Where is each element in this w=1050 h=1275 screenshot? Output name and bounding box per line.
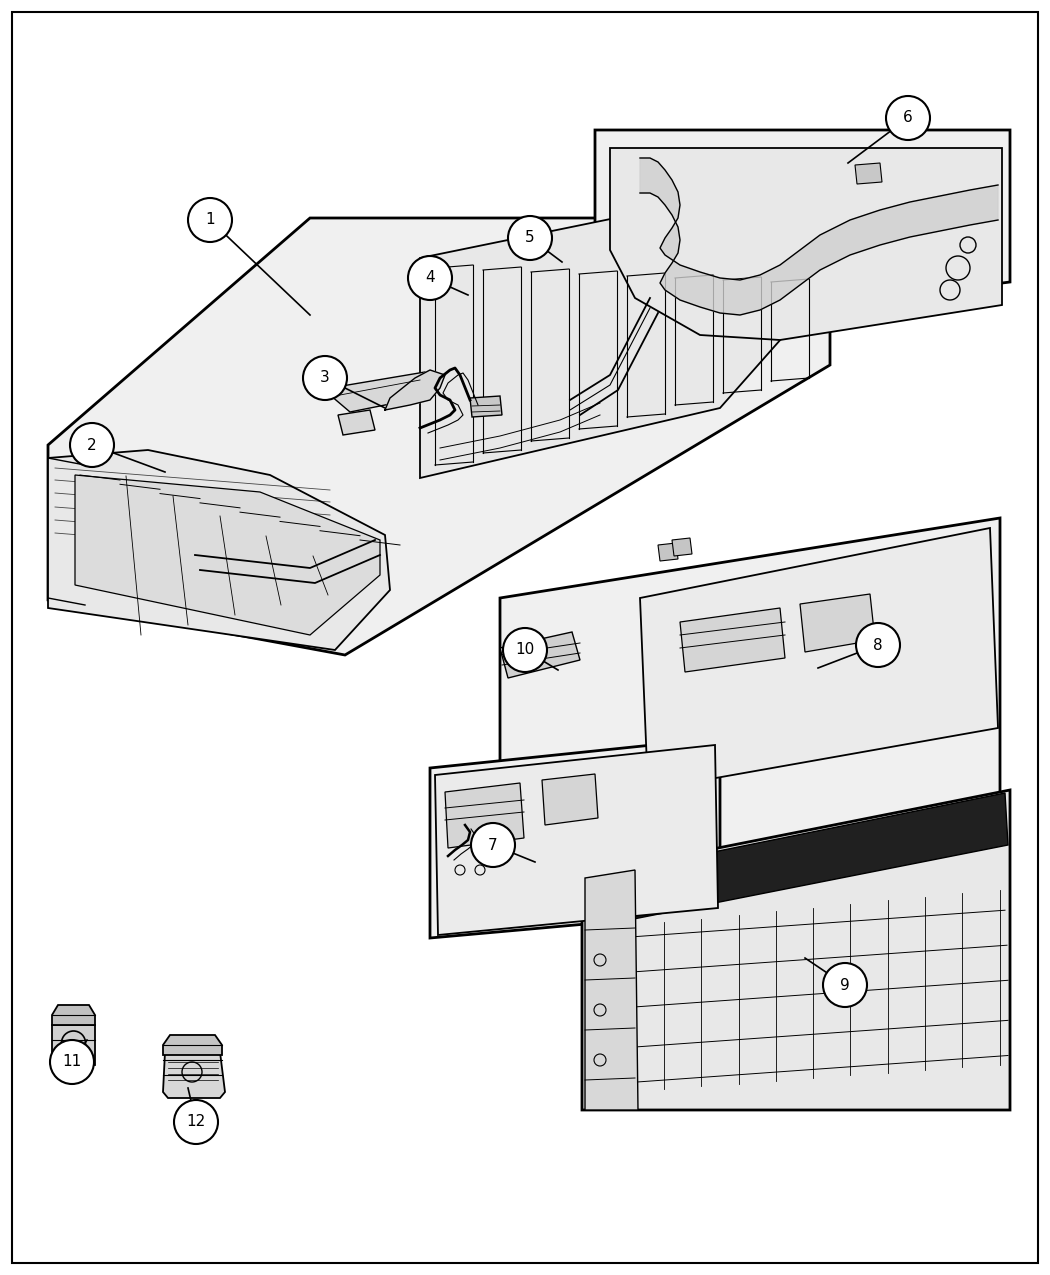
Circle shape <box>856 623 900 667</box>
Polygon shape <box>855 163 882 184</box>
Circle shape <box>174 1100 218 1144</box>
Polygon shape <box>75 476 380 635</box>
Polygon shape <box>330 372 435 412</box>
Polygon shape <box>163 1052 225 1098</box>
Polygon shape <box>610 148 1002 340</box>
Circle shape <box>50 1040 94 1084</box>
Polygon shape <box>500 632 580 678</box>
Polygon shape <box>435 745 718 935</box>
Circle shape <box>508 215 552 260</box>
Polygon shape <box>640 158 998 315</box>
Circle shape <box>303 356 346 400</box>
Polygon shape <box>470 397 502 417</box>
Polygon shape <box>48 218 830 655</box>
Polygon shape <box>672 538 692 556</box>
Text: 1: 1 <box>205 213 215 227</box>
Polygon shape <box>500 518 1000 870</box>
Polygon shape <box>680 608 785 672</box>
Text: 2: 2 <box>87 437 97 453</box>
Circle shape <box>188 198 232 242</box>
Circle shape <box>823 963 867 1007</box>
Text: 10: 10 <box>516 643 534 658</box>
Polygon shape <box>445 783 524 848</box>
Polygon shape <box>582 790 1010 1111</box>
Circle shape <box>471 822 514 867</box>
Text: 8: 8 <box>874 638 883 653</box>
Circle shape <box>503 629 547 672</box>
Polygon shape <box>585 870 638 1111</box>
Text: 7: 7 <box>488 838 498 853</box>
Circle shape <box>70 423 114 467</box>
Text: 3: 3 <box>320 371 330 385</box>
Text: 12: 12 <box>187 1114 206 1130</box>
Text: 4: 4 <box>425 270 435 286</box>
Text: 11: 11 <box>62 1054 82 1070</box>
Polygon shape <box>640 528 998 790</box>
Polygon shape <box>420 215 820 478</box>
Text: 9: 9 <box>840 978 849 992</box>
Polygon shape <box>385 370 445 411</box>
Polygon shape <box>585 793 1008 928</box>
Polygon shape <box>52 1025 94 1065</box>
Polygon shape <box>658 543 678 561</box>
Polygon shape <box>338 411 375 435</box>
Polygon shape <box>48 450 390 650</box>
Polygon shape <box>430 738 720 938</box>
Circle shape <box>408 256 452 300</box>
Text: 6: 6 <box>903 111 912 125</box>
Polygon shape <box>595 130 1010 320</box>
Polygon shape <box>800 594 875 652</box>
Text: 5: 5 <box>525 231 534 246</box>
Polygon shape <box>163 1035 222 1054</box>
Circle shape <box>886 96 930 140</box>
Polygon shape <box>542 774 598 825</box>
Polygon shape <box>52 1005 94 1025</box>
